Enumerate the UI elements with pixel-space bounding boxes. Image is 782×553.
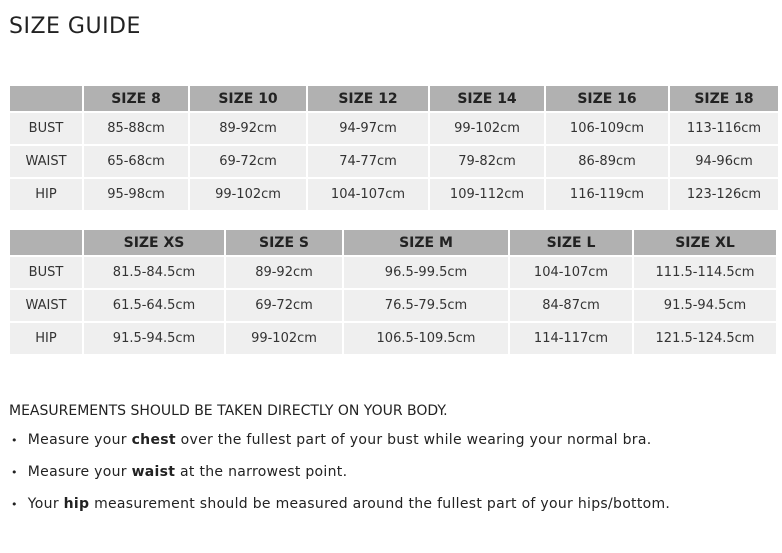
table-cell: 106.5-109.5cm	[344, 323, 508, 354]
table-cell: 113-116cm	[670, 113, 778, 144]
table-cell: 96.5-99.5cm	[344, 257, 508, 288]
row-label: WAIST	[10, 146, 82, 177]
table-row: HIP 91.5-94.5cm 99-102cm 106.5-109.5cm 114-1…	[10, 323, 776, 354]
table-cell: 94-96cm	[670, 146, 778, 177]
table-cell: 91.5-94.5cm	[84, 323, 224, 354]
table-cell: 123-126cm	[670, 179, 778, 210]
table-row: WAIST 65-68cm 69-72cm 74-77cm 79-82cm 86-89cm…	[10, 146, 778, 177]
text: at the narrowest point.	[175, 464, 348, 480]
row-label: WAIST	[10, 290, 82, 321]
header-cell: SIZE 18	[670, 86, 778, 111]
table-cell: 74-77cm	[308, 146, 428, 177]
header-cell: SIZE L	[510, 230, 632, 255]
table-cell: 91.5-94.5cm	[634, 290, 776, 321]
table-cell: 121.5-124.5cm	[634, 323, 776, 354]
list-item: Your hip measurement should be measured …	[9, 496, 670, 528]
header-cell: SIZE M	[344, 230, 508, 255]
table-row: HIP 95-98cm 99-102cm 104-107cm 109-112cm 116-…	[10, 179, 778, 210]
table-cell: 99-102cm	[190, 179, 306, 210]
list-item: Measure your waist at the narrowest poin…	[9, 464, 670, 496]
header-cell: SIZE 14	[430, 86, 544, 111]
row-label: BUST	[10, 257, 82, 288]
header-cell: SIZE 16	[546, 86, 668, 111]
table-row: BUST 81.5-84.5cm 89-92cm 96.5-99.5cm 104-107…	[10, 257, 776, 288]
table-cell: 104-107cm	[308, 179, 428, 210]
header-cell	[10, 86, 82, 111]
row-label: BUST	[10, 113, 82, 144]
table-cell: 99-102cm	[226, 323, 342, 354]
table-cell: 114-117cm	[510, 323, 632, 354]
table-cell: 104-107cm	[510, 257, 632, 288]
table-cell: 76.5-79.5cm	[344, 290, 508, 321]
bold-text: hip	[63, 496, 90, 512]
bold-text: chest	[131, 432, 176, 448]
table-cell: 111.5-114.5cm	[634, 257, 776, 288]
text: Measure your	[27, 432, 132, 448]
table-cell: 85-88cm	[84, 113, 188, 144]
table-cell: 84-87cm	[510, 290, 632, 321]
header-cell: SIZE 8	[84, 86, 188, 111]
table-row: BUST 85-88cm 89-92cm 94-97cm 99-102cm 106-109…	[10, 113, 778, 144]
table-row: WAIST 61.5-64.5cm 69-72cm 76.5-79.5cm 84-87c…	[10, 290, 776, 321]
measurement-instructions: Measure your chest over the fullest part…	[9, 432, 670, 528]
table-cell: 109-112cm	[430, 179, 544, 210]
row-label: HIP	[10, 179, 82, 210]
bold-text: waist	[131, 464, 176, 480]
table-cell: 89-92cm	[226, 257, 342, 288]
text: Your	[27, 496, 64, 512]
header-cell: SIZE 10	[190, 86, 306, 111]
table-cell: 86-89cm	[546, 146, 668, 177]
table-cell: 81.5-84.5cm	[84, 257, 224, 288]
size-table-numeric: SIZE 8 SIZE 10 SIZE 12 SIZE 14 SIZE 16 S…	[8, 84, 780, 212]
text: over the fullest part of your bust while…	[175, 432, 652, 448]
header-cell: SIZE 12	[308, 86, 428, 111]
page-title: SIZE GUIDE	[9, 14, 141, 39]
table-header-row: SIZE XS SIZE S SIZE M SIZE L SIZE XL	[10, 230, 776, 255]
table-cell: 95-98cm	[84, 179, 188, 210]
header-cell: SIZE S	[226, 230, 342, 255]
table-cell: 65-68cm	[84, 146, 188, 177]
header-cell: SIZE XL	[634, 230, 776, 255]
row-label: HIP	[10, 323, 82, 354]
table-cell: 69-72cm	[226, 290, 342, 321]
table-header-row: SIZE 8 SIZE 10 SIZE 12 SIZE 14 SIZE 16 S…	[10, 86, 778, 111]
header-cell: SIZE XS	[84, 230, 224, 255]
size-table-letter: SIZE XS SIZE S SIZE M SIZE L SIZE XL BUS…	[8, 228, 778, 356]
table-cell: 69-72cm	[190, 146, 306, 177]
table-cell: 61.5-64.5cm	[84, 290, 224, 321]
table-cell: 106-109cm	[546, 113, 668, 144]
table-cell: 89-92cm	[190, 113, 306, 144]
list-item: Measure your chest over the fullest part…	[9, 432, 670, 464]
text: Measure your	[27, 464, 132, 480]
table-cell: 99-102cm	[430, 113, 544, 144]
header-cell	[10, 230, 82, 255]
table-cell: 94-97cm	[308, 113, 428, 144]
measurement-note: MEASUREMENTS SHOULD BE TAKEN DIRECTLY ON…	[9, 403, 448, 419]
table-cell: 79-82cm	[430, 146, 544, 177]
table-cell: 116-119cm	[546, 179, 668, 210]
text: measurement should be measured around th…	[89, 496, 671, 512]
